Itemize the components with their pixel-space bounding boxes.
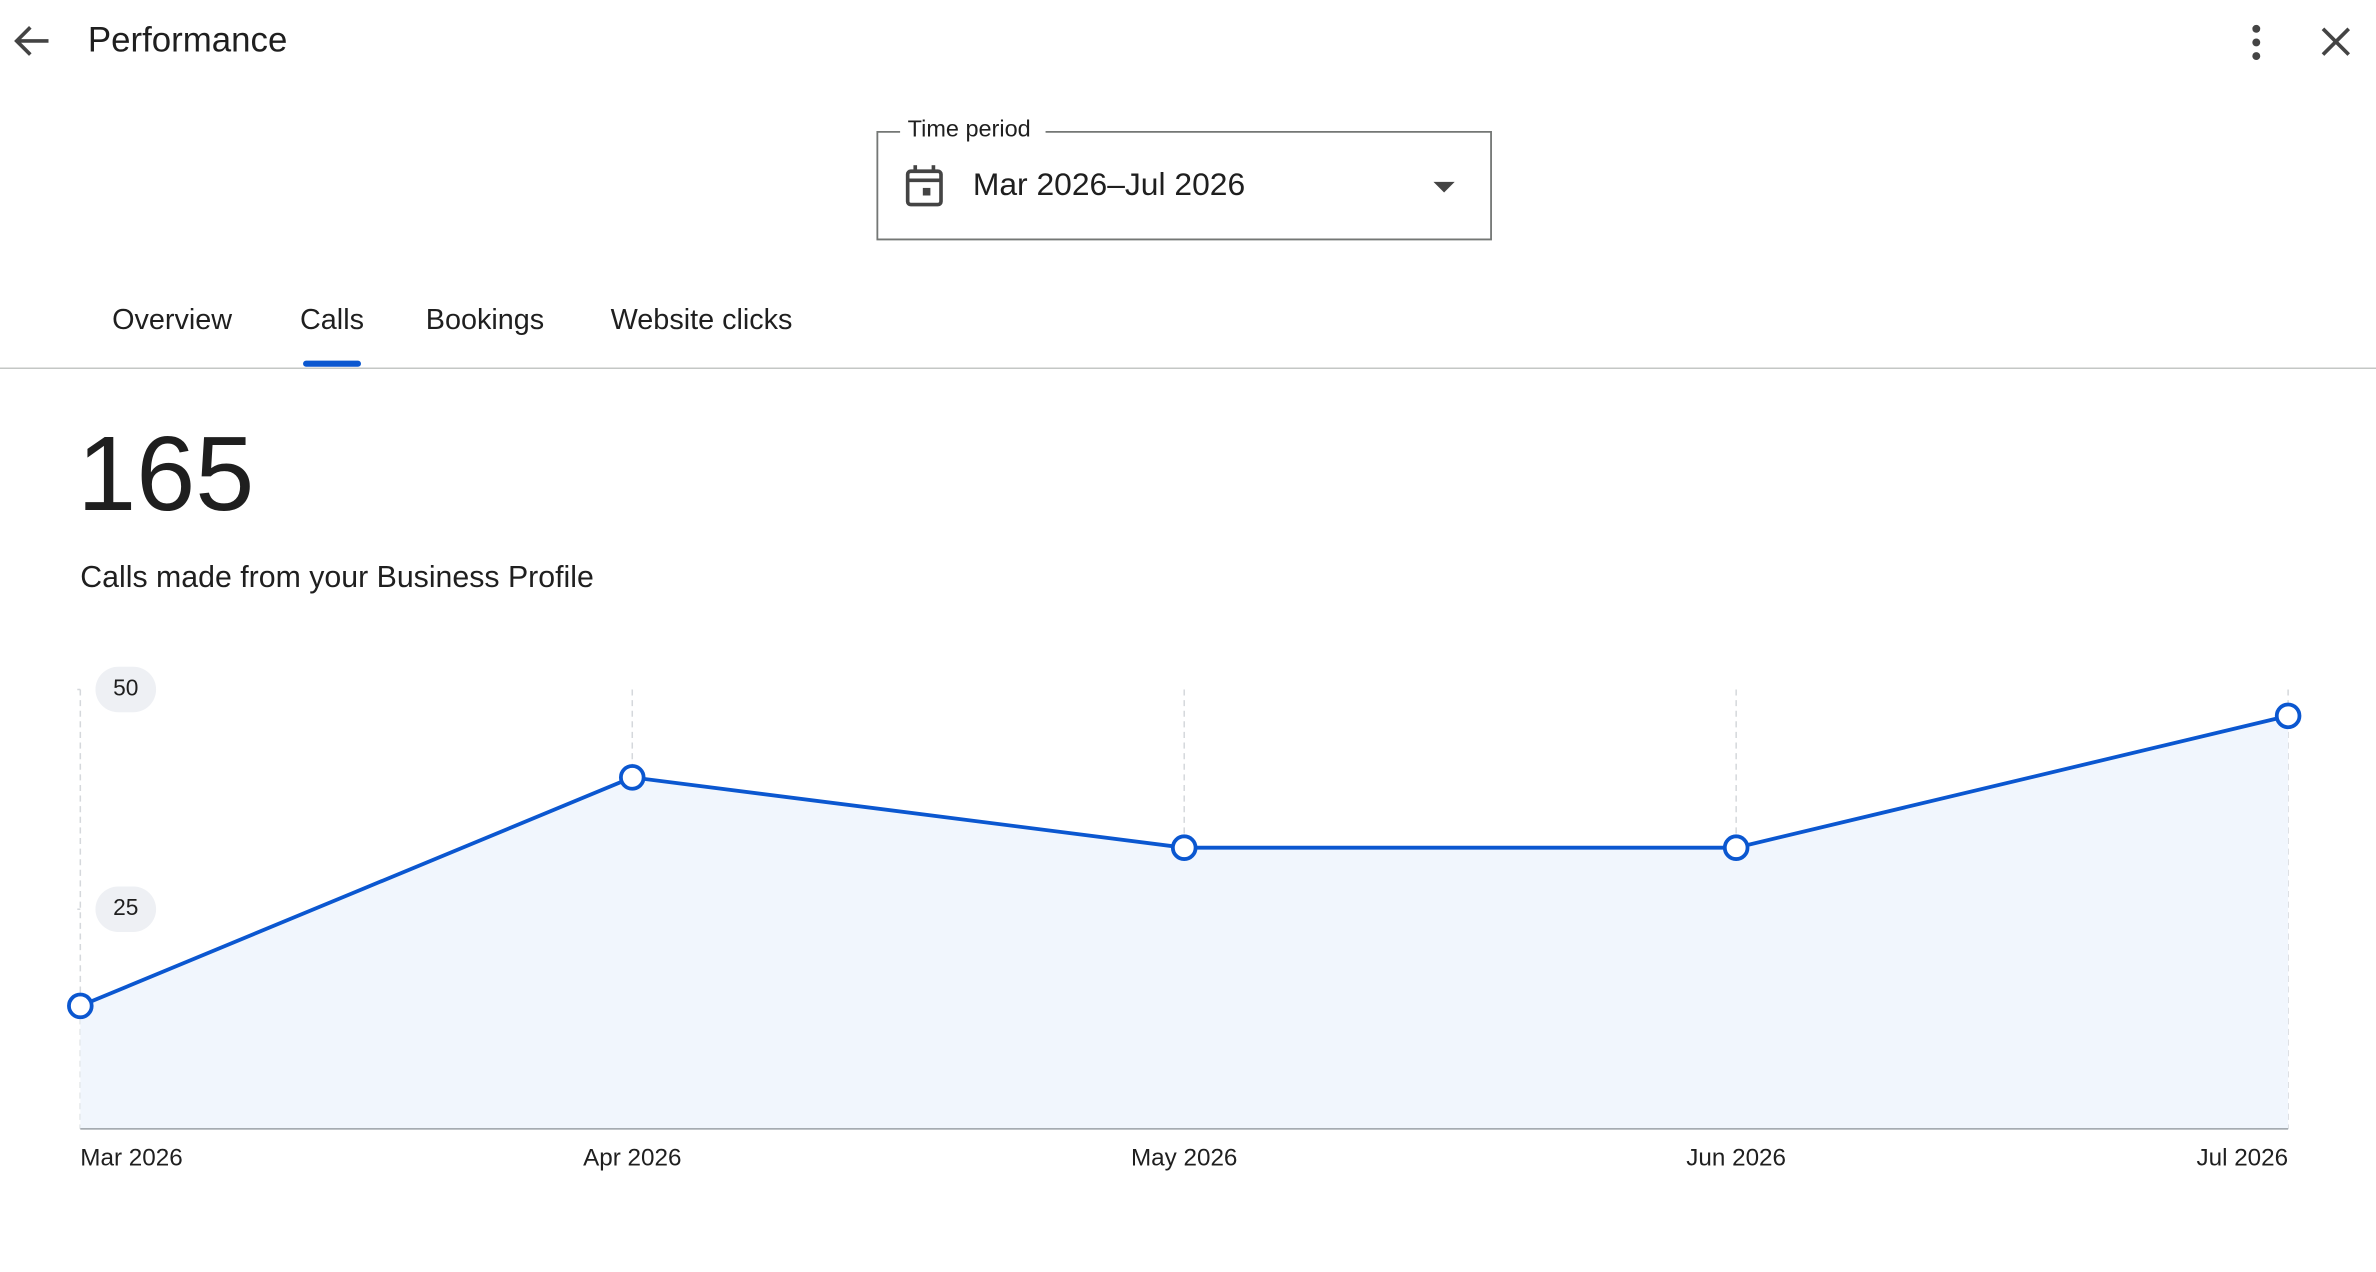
- close-button[interactable]: [2321, 27, 2351, 56]
- y-tick-pill: [95, 666, 157, 713]
- time-period-select[interactable]: Time period Mar 2026–Jul 2026: [876, 116, 1492, 241]
- point: [1722, 834, 1750, 861]
- x-tick-label: May 2026: [1131, 1145, 1237, 1172]
- tab[interactable]: Website clicks: [611, 304, 793, 336]
- more-button[interactable]: [2252, 24, 2261, 61]
- x-tick-label: Apr 2026: [583, 1145, 681, 1172]
- header-title: Performance: [88, 21, 287, 60]
- back-button[interactable]: [14, 26, 49, 56]
- area: [80, 715, 2289, 1129]
- y-tick-label: 25: [113, 894, 138, 920]
- tab[interactable]: Calls: [300, 304, 364, 336]
- point: [67, 992, 94, 1020]
- tab[interactable]: Bookings: [426, 304, 544, 336]
- tab[interactable]: Overview: [112, 304, 232, 336]
- point: [619, 764, 646, 791]
- total-value: 165: [77, 415, 254, 533]
- tab-bar: Overview Calls Bookings Website clicks: [112, 304, 792, 367]
- point: [2274, 702, 2302, 730]
- calendar-icon: [905, 165, 943, 207]
- x-tick-label: Jul 2026: [2196, 1145, 2288, 1172]
- field-value: Mar 2026–Jul 2026: [973, 166, 1245, 202]
- total-description: Calls made from your Business Profile: [80, 561, 594, 594]
- tab-indicator: [303, 360, 361, 367]
- y-tick-label: 50: [113, 674, 138, 700]
- y-tick-pill: [95, 886, 157, 932]
- chart: 25 50 Mar 2026 Apr 2026 May 2026 Jun 2026 Jul …: [67, 666, 2302, 1172]
- x-tick-label: Jun 2026: [1686, 1145, 1786, 1172]
- x-tick-label: Mar 2026: [80, 1145, 182, 1172]
- field-label: Time period: [908, 116, 1031, 142]
- point: [1170, 834, 1198, 861]
- dropdown-arrow: [1433, 181, 1455, 193]
